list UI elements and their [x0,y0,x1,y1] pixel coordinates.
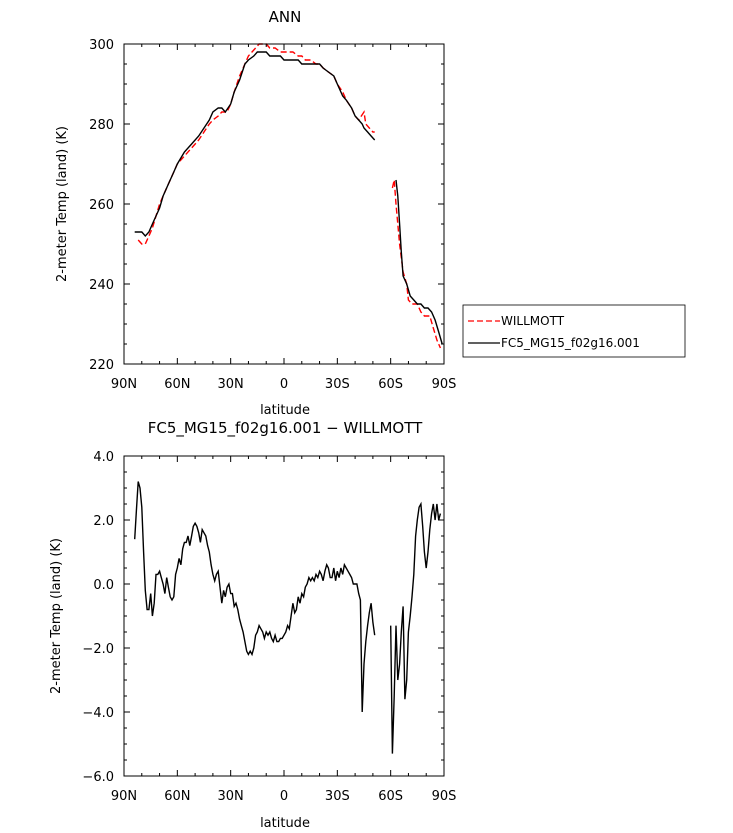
top-xtick-label: 90S [432,377,457,392]
bottom-chart-ticks: 90N 60N 30N 0 30S 60S 90S −6.0 −4.0 −2.0 0.0 2.0 4.0 [82,450,456,804]
legend-box [462,304,686,358]
top-series-willmott-line-0 [137,43,375,245]
top-xtick-label: 30S [325,377,350,392]
legend-label-model: FC5_MG15_f02g16.001 [501,336,640,350]
top-ytick-label: 240 [89,278,114,293]
top-series-fc5-mg15-f02g16-001-line-0 [134,51,376,238]
bottom-xtick-label: 30N [218,789,244,804]
top-chart-ticks: 90N 60N 30N 0 30S 60S 90S 220 240 260 280 300 [89,38,456,392]
bottom-xtick-label: 30S [325,789,350,804]
top-xtick-label: 60S [378,377,403,392]
top-xtick-label: 90N [111,377,137,392]
top-series-fc5-mg15-f02g16-001-line-1 [395,179,443,345]
bottom-series-difference-line-0 [134,481,376,713]
bottom-series-difference-line-1 [390,501,442,754]
top-chart-legend: WILLMOTT FC5_MG15_f02g16.001 [462,304,686,358]
bottom-ytick-label: −4.0 [82,706,114,721]
bottom-xtick-label: 0 [280,789,288,804]
top-ytick-label: 220 [89,358,114,373]
legend-label-willmott: WILLMOTT [501,314,565,328]
top-xtick-label: 60N [164,377,190,392]
top-xtick-label: 30N [218,377,244,392]
bottom-ytick-label: −2.0 [82,642,114,657]
bottom-chart: FC5_MG15_f02g16.001 − WILLMOTT 90N 60N 30N… [49,419,456,831]
bottom-chart-marks [134,481,442,754]
top-ytick-label: 300 [89,38,114,53]
bottom-ytick-label: −6.0 [82,770,114,785]
bottom-xtick-label: 90S [432,789,457,804]
bottom-xtick-label: 60S [378,789,403,804]
bottom-ytick-label: 2.0 [93,514,114,529]
top-series-willmott-line-1 [391,179,442,349]
top-chart-marks [134,43,443,349]
top-chart-ylabel: 2-meter Temp (land) (K) [55,126,70,282]
bottom-chart-frame [123,455,445,777]
bottom-ytick-label: 0.0 [93,578,114,593]
top-chart: ANN 90N 60N 30N 0 30S 60S 90S 220 240 260 280 300 l… [55,8,686,418]
top-xtick-label: 0 [280,377,288,392]
bottom-chart-ylabel: 2-meter Temp (land) (K) [49,538,64,694]
bottom-ytick-label: 4.0 [93,450,114,465]
bottom-chart-xlabel: latitude [260,816,310,831]
bottom-xtick-label: 90N [111,789,137,804]
top-ytick-label: 280 [89,118,114,133]
top-chart-title: ANN [269,8,302,26]
top-chart-xlabel: latitude [260,403,310,418]
bottom-xtick-label: 60N [164,789,190,804]
bottom-chart-title: FC5_MG15_f02g16.001 − WILLMOTT [148,419,423,438]
top-ytick-label: 260 [89,198,114,213]
